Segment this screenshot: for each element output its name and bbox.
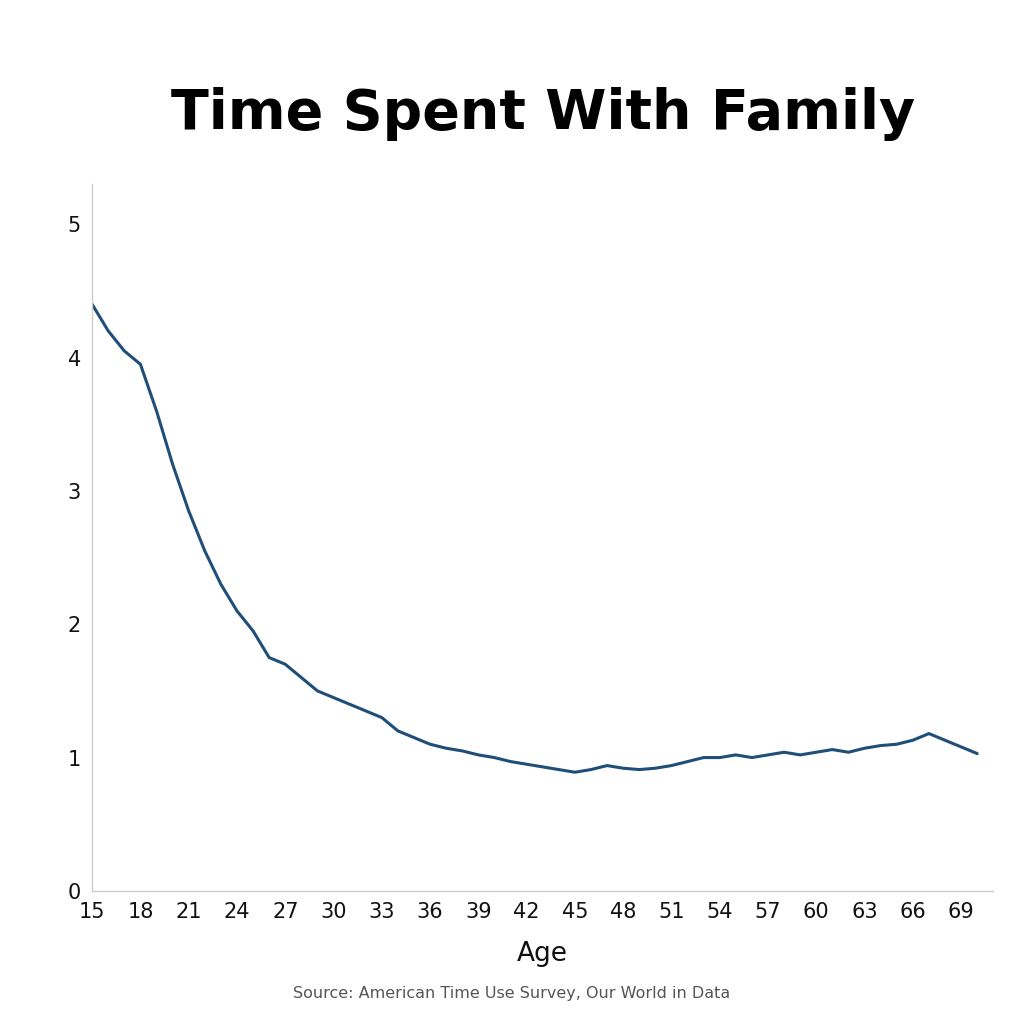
Text: Source: American Time Use Survey, Our World in Data: Source: American Time Use Survey, Our Wo…: [293, 986, 731, 1001]
Title: Time Spent With Family: Time Spent With Family: [171, 87, 914, 140]
X-axis label: Age: Age: [517, 941, 568, 968]
